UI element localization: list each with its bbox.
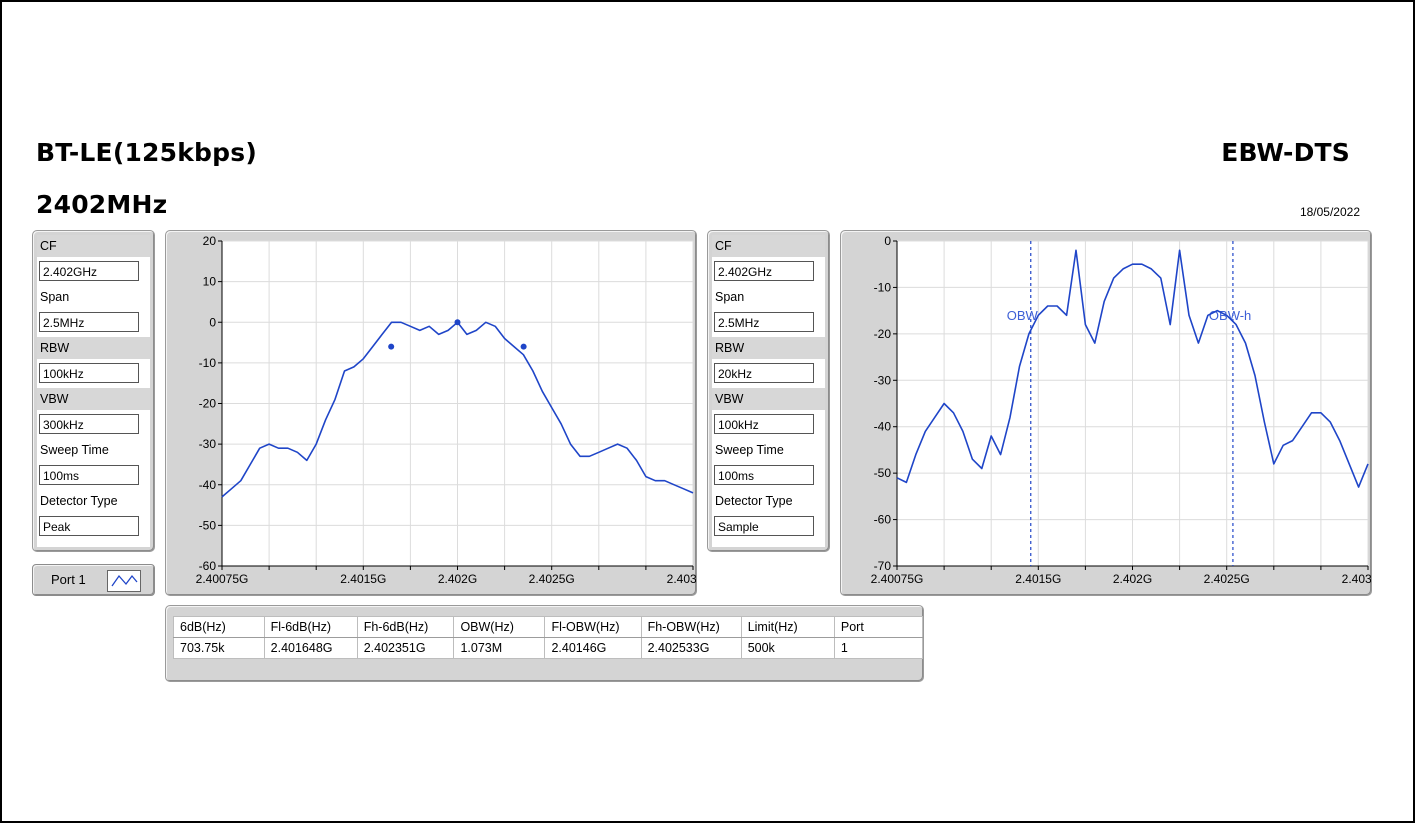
results-cell: 500k: [740, 637, 835, 659]
right-cf-value[interactable]: 2.402GHz: [714, 261, 814, 281]
x-tick-label: 2.40325G: [667, 572, 696, 586]
mode-title: BT-LE(125kbps): [36, 138, 257, 167]
left-cf-value[interactable]: 2.402GHz: [39, 261, 139, 281]
y-tick-label: 10: [203, 275, 217, 289]
left-cf-label: CF: [37, 235, 150, 257]
right-settings-body: CF 2.402GHz Span 2.5MHz RBW 20kHz VBW 10…: [712, 235, 825, 547]
y-tick-label: -60: [874, 513, 892, 527]
y-tick-label: 20: [203, 234, 217, 248]
results-body: 703.75k 2.401648G 2.402351G 1.073M 2.40146G 2…: [173, 637, 924, 659]
results-cell: 2.40146G: [544, 637, 642, 659]
port-selector[interactable]: Port 1: [32, 564, 155, 596]
results-cell: 1: [833, 637, 924, 659]
left-sweep-time-label: Sweep Time: [40, 443, 109, 457]
left-span-label: Span: [40, 290, 70, 304]
results-cell: 703.75k: [173, 637, 265, 659]
x-tick-label: 2.4025G: [529, 572, 575, 586]
port-label: Port 1: [51, 572, 86, 587]
report-date: 18/05/2022: [1299, 205, 1360, 219]
right-settings-panel: CF 2.402GHz Span 2.5MHz RBW 20kHz VBW 10…: [707, 230, 830, 552]
results-header-cell: Fh-6dB(Hz): [356, 616, 455, 638]
results-header-cell: Port: [833, 616, 924, 638]
x-tick-label: 2.4015G: [1015, 572, 1061, 586]
obw-marker-label: OBW: [1007, 308, 1039, 323]
left-spectrum-chart: 20 10 0 -10 -20 -30 -40 -50 -602.40075G 2.4015G 2.…: [196, 234, 720, 586]
right-rbw-value[interactable]: 20kHz: [714, 363, 814, 383]
right-vbw-label: VBW: [712, 388, 825, 410]
y-tick-label: -50: [199, 518, 217, 532]
table-row: 703.75k 2.401648G 2.402351G 1.073M 2.40146G 2…: [173, 637, 924, 659]
results-header-cell: Fl-6dB(Hz): [263, 616, 358, 638]
right-chart-frame: 0 -10 -20 -30 -40 -50 -60 -70 2.40075G 2.4015G 2.4…: [840, 230, 1395, 596]
x-tick-label: 2.40075G: [196, 572, 249, 586]
results-table: 6dB(Hz) Fl-6dB(Hz) Fh-6dB(Hz) OBW(Hz) Fl-OBW…: [173, 616, 924, 659]
right-sweep-time-label: Sweep Time: [715, 443, 784, 457]
marker-point: [454, 319, 461, 326]
results-cell: 2.401648G: [263, 637, 358, 659]
x-tick-label: 2.402G: [438, 572, 477, 586]
results-header-cell: Limit(Hz): [740, 616, 835, 638]
left-detector-label: Detector Type: [40, 494, 118, 508]
left-rbw-label: RBW: [37, 337, 150, 359]
y-tick-label: -40: [874, 420, 892, 434]
y-tick-label: -30: [199, 437, 217, 451]
results-header-cell: Fl-OBW(Hz): [544, 616, 642, 638]
left-chart-frame: 20 10 0 -10 -20 -30 -40 -50 -60 2.40075G 2.4015G 2.…: [165, 230, 720, 596]
right-detector-value[interactable]: Sample: [714, 516, 814, 536]
right-cf-label: CF: [712, 235, 825, 257]
marker-point: [388, 343, 395, 350]
spectrum-trace: [896, 249, 1369, 488]
right-detector-label: Detector Type: [715, 494, 793, 508]
y-tick-label: -10: [199, 356, 217, 370]
right-spectrum-chart: 0 -10 -20 -30 -40 -50 -60 -702.40075G 2.4015G 2.4…: [871, 234, 1395, 586]
frequency-title: 2402MHz: [36, 190, 168, 219]
x-tick-label: 2.40325G: [1342, 572, 1371, 586]
results-header-row: 6dB(Hz) Fl-6dB(Hz) Fh-6dB(Hz) OBW(Hz) Fl-OBW…: [173, 616, 924, 638]
results-header-cell: Fh-OBW(Hz): [640, 616, 742, 638]
y-tick-label: -40: [199, 478, 217, 492]
y-tick-label: 0: [884, 234, 891, 248]
left-sweep-time-value[interactable]: 100ms: [39, 465, 139, 485]
y-tick-label: 0: [209, 315, 216, 329]
right-span-value[interactable]: 2.5MHz: [714, 312, 814, 332]
y-tick-label: -70: [874, 559, 892, 573]
waveform-icon: [107, 570, 141, 592]
right-span-label: Span: [715, 290, 745, 304]
y-tick-label: -60: [199, 559, 217, 573]
results-header-cell: OBW(Hz): [453, 616, 546, 638]
right-vbw-value[interactable]: 100kHz: [714, 414, 814, 434]
left-detector-value[interactable]: Peak: [39, 516, 139, 536]
left-vbw-label: VBW: [37, 388, 150, 410]
results-cell: 2.402351G: [356, 637, 455, 659]
y-tick-label: -20: [199, 397, 217, 411]
results-cell: 1.073M: [453, 637, 546, 659]
left-vbw-value[interactable]: 300kHz: [39, 414, 139, 434]
left-settings-panel: CF 2.402GHz Span 2.5MHz RBW 100kHz VBW 3…: [32, 230, 155, 552]
results-header-cell: 6dB(Hz): [173, 616, 265, 638]
obw-marker-label: OBW-h: [1209, 308, 1251, 323]
y-tick-label: -50: [874, 466, 892, 480]
results-table-frame: 6dB(Hz) Fl-6dB(Hz) Fh-6dB(Hz) OBW(Hz) Fl-OBW…: [165, 605, 924, 682]
x-tick-label: 2.402G: [1113, 572, 1152, 586]
x-tick-label: 2.4015G: [340, 572, 386, 586]
test-title: EBW-DTS: [1221, 138, 1350, 167]
left-settings-body: CF 2.402GHz Span 2.5MHz RBW 100kHz VBW 3…: [37, 235, 150, 547]
right-rbw-label: RBW: [712, 337, 825, 359]
x-tick-label: 2.40075G: [871, 572, 924, 586]
x-tick-label: 2.4025G: [1204, 572, 1250, 586]
y-tick-label: -30: [874, 373, 892, 387]
right-sweep-time-value[interactable]: 100ms: [714, 465, 814, 485]
left-rbw-value[interactable]: 100kHz: [39, 363, 139, 383]
left-span-value[interactable]: 2.5MHz: [39, 312, 139, 332]
results-cell: 2.402533G: [640, 637, 742, 659]
marker-point: [520, 343, 527, 350]
y-tick-label: -10: [874, 280, 892, 294]
y-tick-label: -20: [874, 327, 892, 341]
